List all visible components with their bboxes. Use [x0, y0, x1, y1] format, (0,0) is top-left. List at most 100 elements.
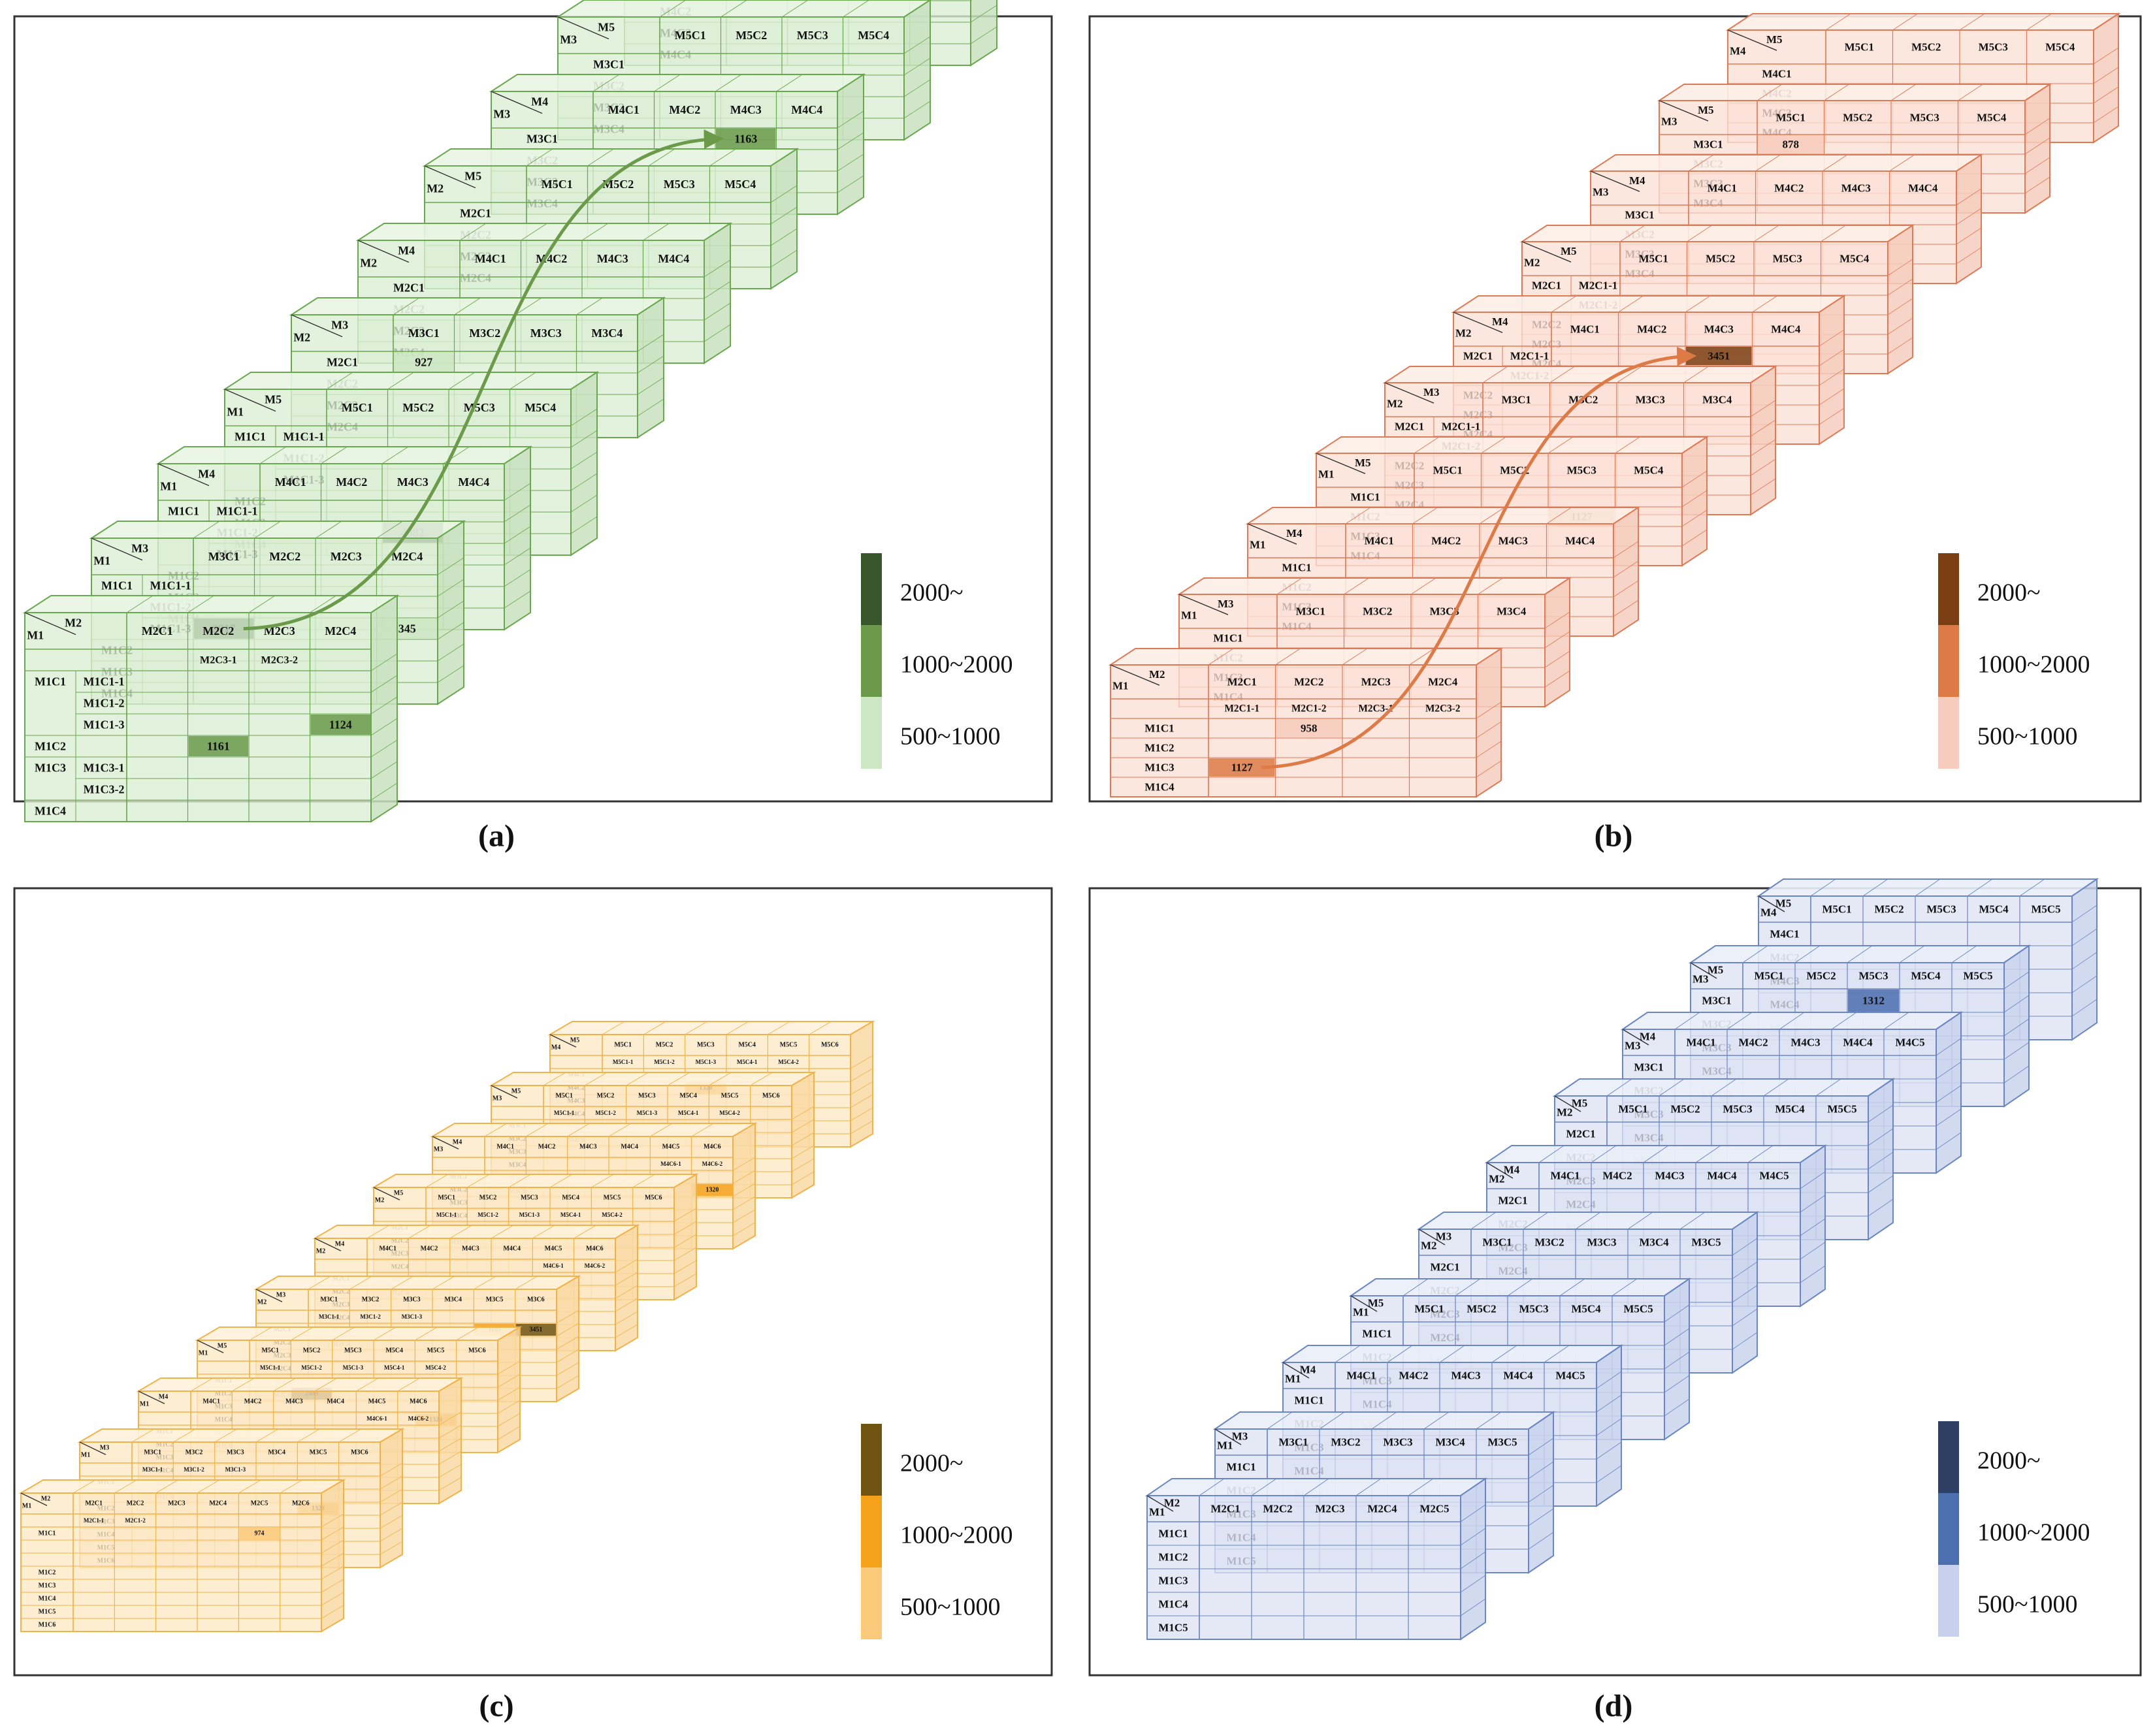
- side-row-line: [1936, 1132, 1962, 1150]
- column-header: M2C1: [142, 624, 173, 637]
- top-edge-line: [1753, 225, 1779, 242]
- corner-row-label: M4: [551, 1044, 560, 1051]
- side-row-line: [732, 1183, 756, 1197]
- layer-top-face: [489, 1072, 817, 1086]
- top-edge-line: [415, 1326, 438, 1341]
- panel-caption: (c): [479, 1689, 513, 1724]
- top-edge-line: [1199, 1478, 1225, 1496]
- column-header: M4C5: [1895, 1037, 1924, 1049]
- top-edge-line: [408, 1225, 431, 1239]
- subcolumn-header: M5C4-1: [384, 1364, 405, 1371]
- top-edge-line: [332, 1326, 355, 1341]
- side-row-line: [673, 1221, 697, 1235]
- side-row-line: [321, 1513, 344, 1528]
- layer-top-face: [1725, 13, 2121, 31]
- side-row-line: [1528, 1508, 1554, 1526]
- top-edge-line: [570, 372, 598, 390]
- subcolumn-header: M5C1-3: [637, 1110, 658, 1116]
- column-header: M4C4: [458, 475, 489, 489]
- top-edge-line: [1596, 1345, 1622, 1363]
- row-label: M1C1: [101, 579, 133, 592]
- column-header: M5C4: [1634, 464, 1664, 477]
- top-edge-line: [1491, 1345, 1517, 1363]
- layer-side-face: [615, 1224, 638, 1352]
- top-edge-line: [1507, 1278, 1533, 1296]
- side-row-line: [570, 494, 598, 513]
- column-header: M2C1: [1210, 1503, 1240, 1515]
- subrow-label: M1C1-3: [84, 718, 125, 731]
- top-edge-line: [393, 297, 420, 315]
- top-edge-line: [1319, 1411, 1345, 1430]
- layer-side-face: [1936, 1011, 1962, 1174]
- column-header: M4C4: [621, 1144, 638, 1151]
- side-row-line: [1664, 1398, 1690, 1417]
- top-edge-line: [1409, 648, 1434, 666]
- side-row-line: [2093, 86, 2119, 104]
- corner-row-label: M3: [434, 1146, 443, 1153]
- side-row-line: [673, 1234, 697, 1248]
- top-edge-line: [1688, 154, 1714, 172]
- column-header: M5C3: [1910, 112, 1939, 124]
- column-header: M5C4: [1979, 903, 2009, 916]
- top-edge-line: [643, 1021, 666, 1035]
- corner-row-label: M1: [199, 1349, 208, 1357]
- top-edge-line: [1892, 13, 1918, 31]
- column-header: M4C4: [327, 1398, 344, 1406]
- column-header: M3C2: [1363, 605, 1392, 618]
- subcolumn-header: M5C4-1: [560, 1212, 581, 1218]
- layer-side-face: [1528, 1411, 1554, 1574]
- side-row-line: [1732, 1308, 1758, 1326]
- top-edge-line: [709, 1072, 732, 1086]
- side-row-line: [637, 377, 664, 395]
- top-edge-line: [376, 521, 403, 539]
- corner-diagonal: [1453, 312, 1503, 333]
- column-header: M4C4: [1503, 1370, 1533, 1382]
- trend-arrow: [1261, 346, 1697, 769]
- side-row-line: [504, 547, 531, 566]
- top-edge-line: [1612, 1278, 1638, 1296]
- side-row-line: [438, 1424, 462, 1439]
- column-header: M5C1: [675, 29, 706, 42]
- legend-label: 1000~2000: [900, 1522, 1013, 1549]
- column-header: M5C5: [427, 1347, 445, 1355]
- side-row-line: [615, 1311, 638, 1325]
- value-label: 878: [1783, 138, 1800, 151]
- value-cell: [1276, 719, 1342, 737]
- side-row-line: [1476, 721, 1502, 739]
- layer-side-face: [380, 1428, 403, 1569]
- legend-label: 1000~2000: [900, 651, 1013, 679]
- top-edge-line: [1779, 1012, 1805, 1030]
- layer-side-face: [504, 445, 531, 631]
- top-edge-line: [1606, 1078, 1632, 1097]
- corner-col-label: M5: [218, 1342, 227, 1349]
- column-header: M5C5: [721, 1093, 739, 1100]
- layer-side-face: [770, 148, 798, 290]
- side-row-line: [615, 1259, 638, 1273]
- layer-top-face: [312, 1225, 640, 1239]
- top-edge-line: [1544, 577, 1570, 595]
- corner-col-label: M5: [1355, 457, 1371, 469]
- top-edge-line: [197, 1479, 220, 1494]
- row-label: M2C1: [1566, 1128, 1595, 1140]
- side-row-line: [732, 1157, 756, 1171]
- side-row-line: [1819, 329, 1845, 347]
- side-row-line: [1664, 1328, 1690, 1346]
- subcolumn-header: M2C1-1: [1224, 703, 1259, 715]
- top-edge-line: [454, 297, 481, 315]
- top-edge-line: [338, 1428, 361, 1443]
- column-header: M2C6: [292, 1500, 310, 1507]
- column-header: M4C4: [658, 252, 689, 265]
- column-header: M5C3: [1926, 903, 1956, 916]
- top-edge-line: [1371, 1411, 1397, 1430]
- column-header: M4C3: [285, 1398, 303, 1406]
- column-header: M3C4: [1497, 605, 1527, 618]
- corner-diagonal: [491, 91, 543, 114]
- column-header: M2C4: [391, 550, 423, 563]
- column-header: M4C5: [1759, 1170, 1789, 1182]
- side-row-line: [2024, 118, 2050, 135]
- column-header: M5C4: [738, 1042, 756, 1049]
- column-header: M5C2: [1843, 112, 1872, 124]
- side-row-line: [1750, 419, 1776, 437]
- side-row-line: [570, 516, 598, 534]
- top-edge-line: [1794, 945, 1821, 963]
